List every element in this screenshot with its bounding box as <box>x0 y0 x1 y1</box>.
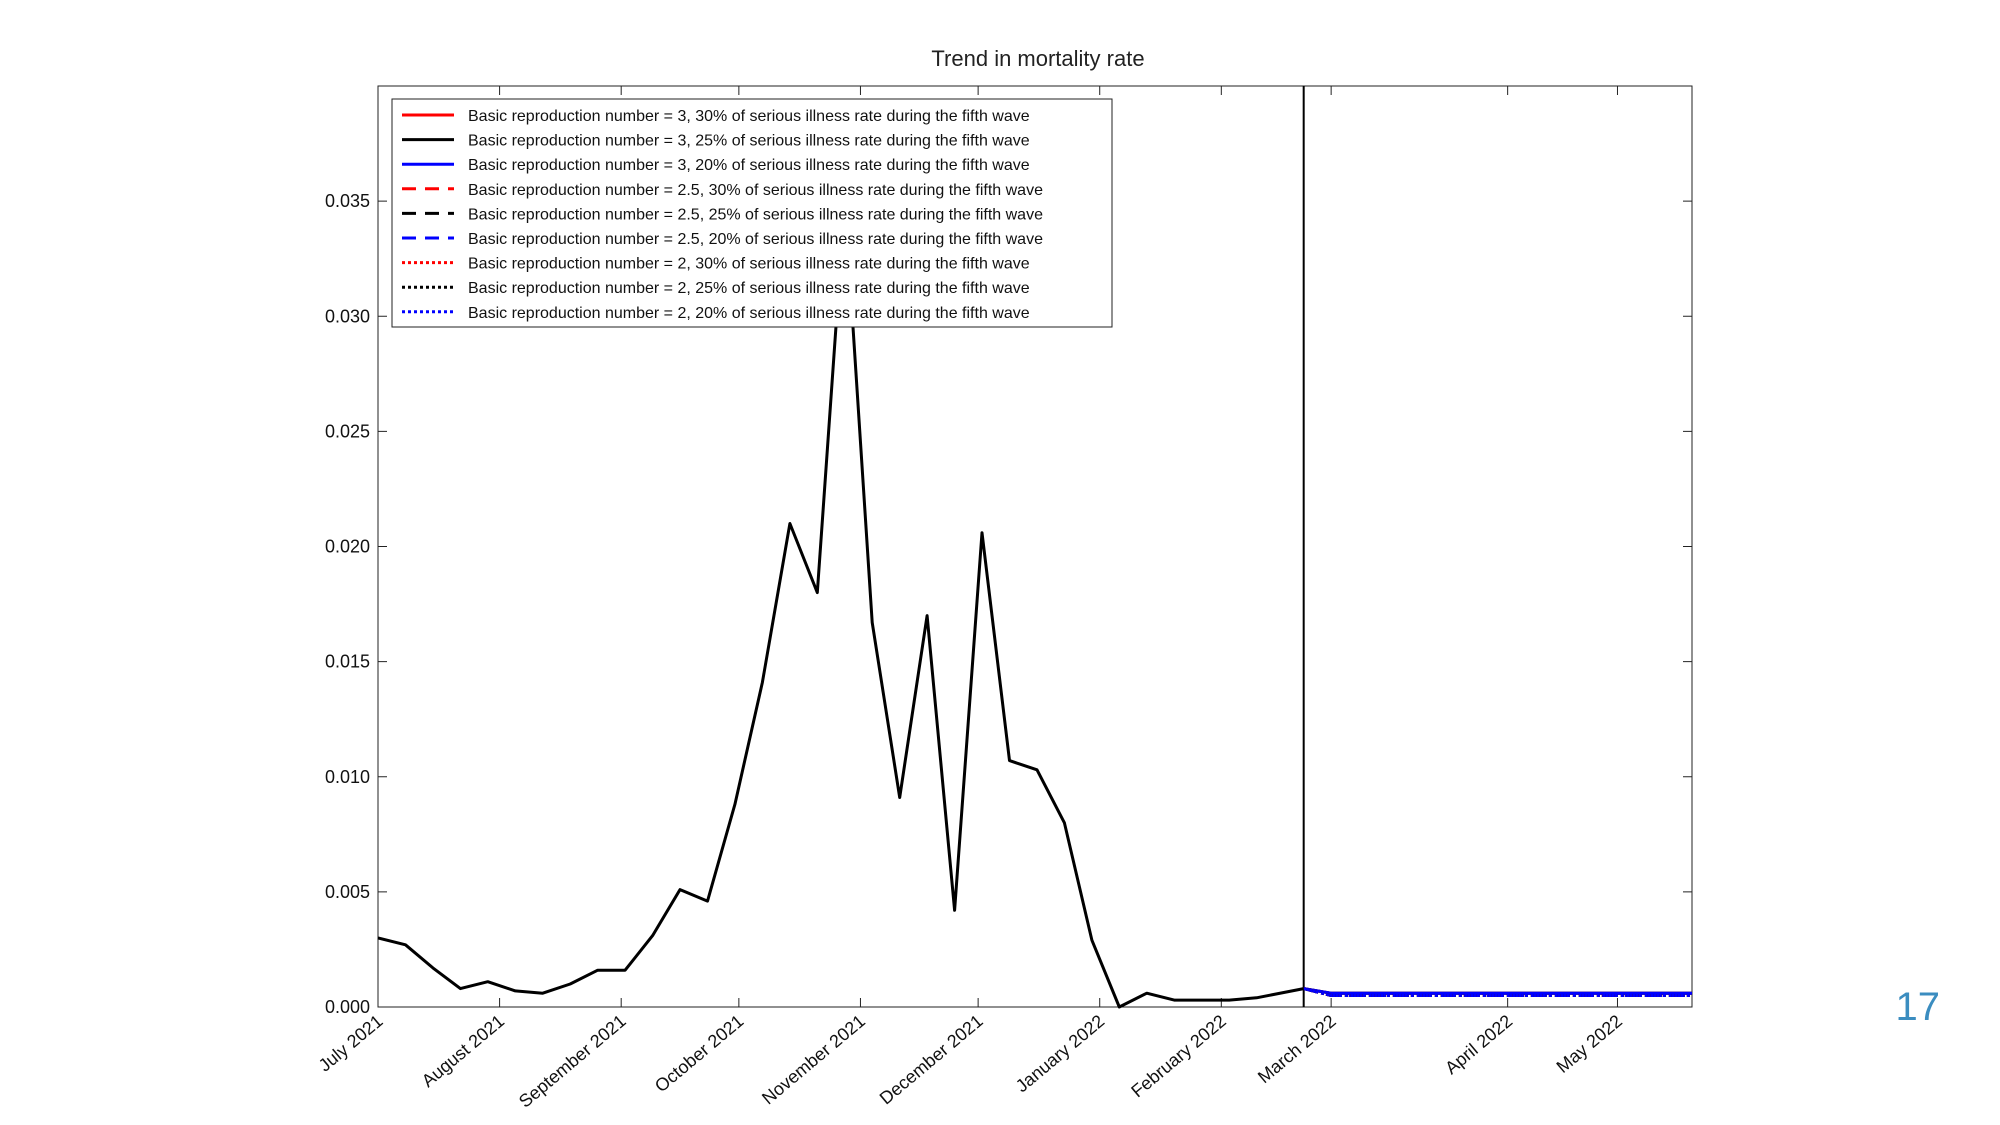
x-tick-label: October 2021 <box>651 1011 747 1096</box>
x-tick-label: August 2021 <box>418 1011 508 1091</box>
legend-label: Basic reproduction number = 2, 20% of se… <box>468 305 1030 322</box>
y-tick-label: 0.035 <box>325 191 370 211</box>
series-line <box>1303 987 1692 995</box>
x-tick-label: May 2022 <box>1553 1011 1626 1077</box>
legend-label: Basic reproduction number = 2, 30% of se… <box>468 256 1030 273</box>
page-number: 17 <box>1895 985 1941 1029</box>
observed-line <box>377 199 1304 1009</box>
x-tick-label: January 2022 <box>1012 1011 1108 1096</box>
x-tick-label: February 2022 <box>1127 1011 1230 1102</box>
legend-label: Basic reproduction number = 3, 20% of se… <box>468 157 1030 174</box>
y-tick-label: 0.025 <box>325 421 370 441</box>
y-tick-label: 0.010 <box>325 767 370 787</box>
legend-label: Basic reproduction number = 2.5, 20% of … <box>468 231 1043 248</box>
x-tick-label: March 2022 <box>1254 1011 1340 1087</box>
y-tick-label: 0.005 <box>325 882 370 902</box>
legend: Basic reproduction number = 3, 30% of se… <box>391 98 1113 328</box>
legend-label: Basic reproduction number = 2.5, 30% of … <box>468 182 1043 199</box>
legend-label: Basic reproduction number = 2.5, 25% of … <box>468 206 1043 223</box>
legend-box <box>391 98 1113 328</box>
x-tick-label: April 2022 <box>1441 1011 1516 1078</box>
y-tick-label: 0.030 <box>325 306 370 326</box>
legend-label: Basic reproduction number = 2, 25% of se… <box>468 280 1030 297</box>
y-tick-label: 0.020 <box>325 537 370 557</box>
series-layer <box>377 86 1692 1009</box>
y-tick-label: 0.000 <box>325 997 370 1017</box>
chart-title: Trend in mortality rate <box>931 46 1144 71</box>
x-tick-label: July 2021 <box>315 1011 387 1076</box>
x-tick-label: November 2021 <box>758 1011 869 1109</box>
legend-label: Basic reproduction number = 3, 25% of se… <box>468 133 1030 150</box>
y-tick-label: 0.015 <box>325 652 370 672</box>
x-tick-label: September 2021 <box>515 1011 630 1112</box>
x-tick-label: December 2021 <box>876 1011 987 1109</box>
series-line <box>1303 987 1692 997</box>
legend-label: Basic reproduction number = 3, 30% of se… <box>468 108 1030 125</box>
